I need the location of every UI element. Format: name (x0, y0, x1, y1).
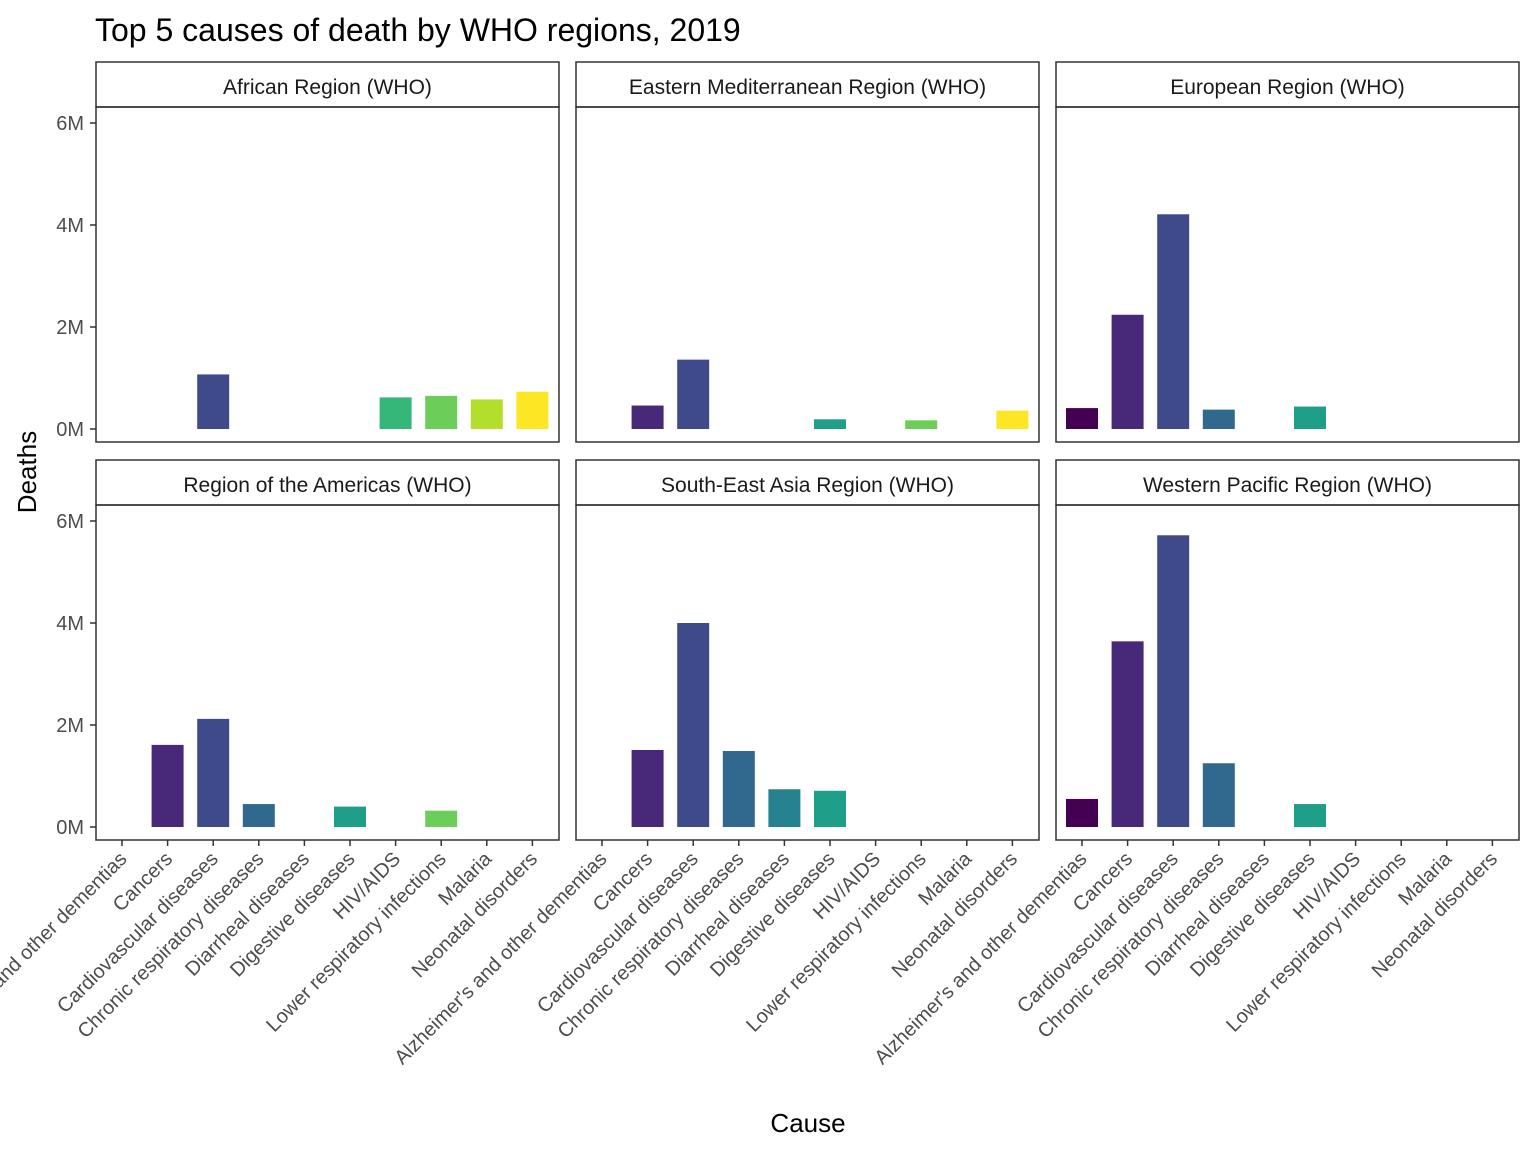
bar (334, 806, 366, 827)
chart-title: Top 5 causes of death by WHO regions, 20… (95, 12, 741, 48)
facet-strip-label: Region of the Americas (WHO) (183, 474, 471, 497)
y-tick-label: 0M (56, 419, 84, 441)
bar (425, 395, 458, 429)
facet-strip (1055, 61, 1520, 108)
bar (425, 810, 458, 827)
panel-border (575, 504, 1040, 841)
bar (905, 420, 938, 429)
facet-strip (575, 459, 1040, 506)
bar (197, 374, 230, 429)
y-tick-label: 2M (56, 715, 84, 737)
y-tick-label: 4M (56, 613, 84, 635)
bar (768, 789, 801, 827)
bar (1066, 408, 1098, 429)
facet-strip-label: South-East Asia Region (WHO) (661, 474, 954, 497)
bar (1294, 406, 1326, 429)
bar (242, 804, 275, 827)
facet-panels: African Region (WHO) 0M 2M 4M 6M Eastern Medi… (0, 61, 1520, 1069)
facet-panel: Eastern Mediterranean Region (WHO) (575, 61, 1040, 443)
panel-border (95, 106, 560, 443)
bar (677, 359, 710, 429)
facet-panel: Western Pacific Region (WHO)Alzheimer's … (870, 459, 1520, 1069)
bar (1157, 535, 1190, 827)
bar (1111, 641, 1144, 827)
bar (631, 749, 664, 827)
y-tick-label: 2M (56, 317, 84, 339)
facet-panel: South-East Asia Region (WHO)Alzheimer's … (390, 459, 1040, 1069)
bar (197, 718, 230, 827)
facet-strip (1055, 459, 1520, 506)
bar (631, 405, 664, 429)
y-tick-label: 4M (56, 215, 84, 237)
y-axis-title: Deaths (12, 431, 42, 513)
y-tick-label: 0M (56, 817, 84, 839)
bar (814, 790, 846, 827)
bar (470, 399, 503, 429)
x-axis-title: Cause (770, 1108, 845, 1138)
panel-border (575, 106, 1040, 443)
panel-border (1055, 106, 1520, 443)
bar (1294, 804, 1326, 827)
facet-panel: African Region (WHO) 0M 2M 4M 6M (56, 61, 560, 443)
bar (1111, 314, 1144, 429)
bar (379, 397, 412, 429)
bar (814, 419, 846, 429)
facet-strip-label: African Region (WHO) (223, 76, 432, 99)
bar (151, 744, 184, 827)
facet-strip (95, 459, 560, 506)
facet-strip-label: Eastern Mediterranean Region (WHO) (629, 76, 986, 99)
bar (677, 623, 710, 827)
facet-strip (95, 61, 560, 108)
bar (1202, 409, 1235, 429)
panel-border (1055, 504, 1520, 841)
bar (1066, 798, 1098, 827)
facet-strip-label: European Region (WHO) (1170, 76, 1405, 99)
y-tick-label: 6M (56, 511, 84, 533)
facet-strip-label: Western Pacific Region (WHO) (1143, 474, 1432, 497)
panel-border (95, 504, 560, 841)
bar (1202, 763, 1235, 827)
facet-panel: European Region (WHO) (1055, 61, 1520, 443)
bar (1157, 214, 1190, 429)
bar (516, 391, 549, 429)
bar (996, 410, 1029, 429)
y-tick-label: 6M (56, 113, 84, 135)
bar (722, 751, 755, 827)
